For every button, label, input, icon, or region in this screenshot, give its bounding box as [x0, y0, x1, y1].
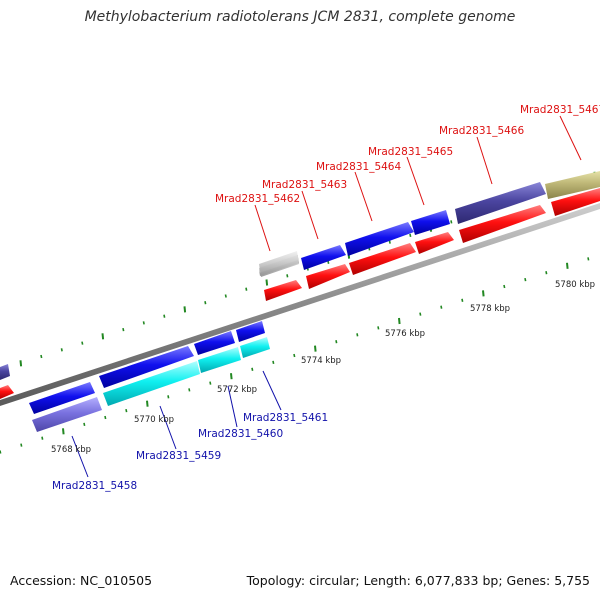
scale-tick: [587, 257, 590, 261]
scale-tick: [224, 294, 227, 298]
scale-tick: [209, 381, 212, 385]
map-title: Methylobacterium radiotolerans JCM 2831,…: [84, 9, 516, 25]
scale-tick: [419, 312, 422, 316]
scale-label: 5770 kbp: [134, 415, 174, 425]
gene-arrow[interactable]: [259, 251, 299, 277]
gene-label[interactable]: Mrad2831_5466: [439, 125, 524, 137]
scale-tick: [545, 271, 548, 275]
gene-labels: Mrad2831_5462 Mrad2831_5463 Mrad2831_546…: [52, 104, 600, 492]
gene-arrow[interactable]: [551, 188, 600, 216]
gene-arrow[interactable]: [264, 280, 302, 301]
scale-tick: [398, 317, 401, 325]
scale-label: 5768 kbp: [51, 445, 91, 455]
scale-tick: [204, 301, 207, 305]
scale-tick: [482, 290, 485, 297]
scale-tick: [188, 388, 191, 392]
gene-arrow[interactable]: [301, 245, 346, 270]
gene-arrow[interactable]: [545, 171, 600, 199]
gene-arrow[interactable]: [103, 361, 200, 406]
gene-arrow[interactable]: [345, 222, 414, 256]
scale-tick: [524, 277, 527, 282]
scale-tick: [293, 353, 296, 358]
scale-tick: [104, 415, 107, 420]
gene-arrow[interactable]: [349, 243, 416, 275]
scale-label: 5780 kbp: [555, 280, 595, 290]
scale-tick: [101, 333, 105, 340]
gene-arrow[interactable]: [0, 364, 10, 380]
scale-tick: [356, 333, 359, 337]
scale-tick: [183, 306, 187, 313]
scale-label: 5772 kbp: [217, 385, 257, 395]
scale-tick: [163, 314, 166, 318]
scale-tick: [230, 373, 233, 380]
scale-label: 5774 kbp: [301, 356, 341, 366]
scale-tick: [83, 422, 86, 427]
genome-stats-text: Topology: circular; Length: 6,077,833 bp…: [246, 573, 590, 588]
scale-tick: [60, 348, 63, 352]
scale-tick: [409, 233, 412, 238]
scale-tick: [251, 367, 254, 371]
gene-arrow[interactable]: [411, 210, 450, 235]
scale-tick: [0, 450, 2, 454]
gene-arrow[interactable]: [32, 397, 102, 432]
gene-label[interactable]: Mrad2831_5467: [520, 104, 600, 116]
scale-ticks: [0, 171, 597, 454]
scale-label: 5778 kbp: [470, 304, 510, 314]
scale-tick: [20, 443, 23, 447]
scale-tick: [335, 340, 338, 344]
gene-arrow[interactable]: [459, 205, 546, 243]
gene-label[interactable]: Mrad2831_5465: [368, 146, 453, 158]
gene-label[interactable]: Mrad2831_5460: [198, 428, 283, 440]
gene-arrow[interactable]: [194, 331, 235, 355]
scale-tick: [388, 240, 391, 244]
gene-arrow[interactable]: [29, 382, 95, 414]
scale-labels: 5768 kbp 5770 kbp 5772 kbp 5774 kbp 5776…: [51, 280, 595, 455]
scale-tick: [41, 436, 44, 440]
gene-label[interactable]: Mrad2831_5459: [136, 450, 221, 462]
scale-tick: [62, 428, 65, 435]
scale-tick: [122, 327, 125, 332]
gene-label[interactable]: Mrad2831_5461: [243, 412, 328, 424]
gene-arrow[interactable]: [198, 347, 241, 373]
scale-tick: [450, 220, 453, 224]
scale-tick: [265, 279, 269, 286]
scale-tick: [503, 284, 506, 289]
genome-backbone: [0, 203, 600, 406]
gene-arrow[interactable]: [0, 385, 14, 399]
scale-tick: [461, 298, 464, 302]
scale-tick: [314, 345, 317, 352]
scale-tick: [272, 360, 275, 365]
scale-tick: [286, 274, 289, 278]
gene-arrow[interactable]: [99, 346, 194, 388]
gene-arrow[interactable]: [236, 321, 265, 342]
gene-label[interactable]: Mrad2831_5464: [316, 161, 401, 173]
scale-tick: [81, 341, 84, 345]
gene-arrow[interactable]: [240, 337, 270, 358]
scale-tick: [125, 408, 128, 413]
gene-features: [0, 171, 600, 432]
scale-tick: [146, 400, 149, 407]
scale-tick: [19, 360, 23, 367]
scale-label: 5776 kbp: [385, 329, 425, 339]
scale-tick: [566, 262, 569, 269]
accession-text: Accession: NC_010505: [10, 573, 153, 588]
gene-arrow[interactable]: [415, 232, 454, 254]
gene-label[interactable]: Mrad2831_5462: [215, 193, 300, 205]
scale-tick: [40, 354, 43, 359]
scale-tick: [167, 395, 170, 399]
gene-label[interactable]: Mrad2831_5458: [52, 480, 137, 492]
gene-arrow[interactable]: [455, 182, 546, 224]
scale-tick: [440, 305, 443, 309]
scale-tick: [245, 287, 248, 291]
gene-arrow[interactable]: [306, 264, 350, 289]
scale-tick: [377, 326, 380, 330]
leader-lines: [71, 115, 582, 478]
gene-label[interactable]: Mrad2831_5463: [262, 179, 347, 191]
scale-tick: [142, 321, 145, 325]
